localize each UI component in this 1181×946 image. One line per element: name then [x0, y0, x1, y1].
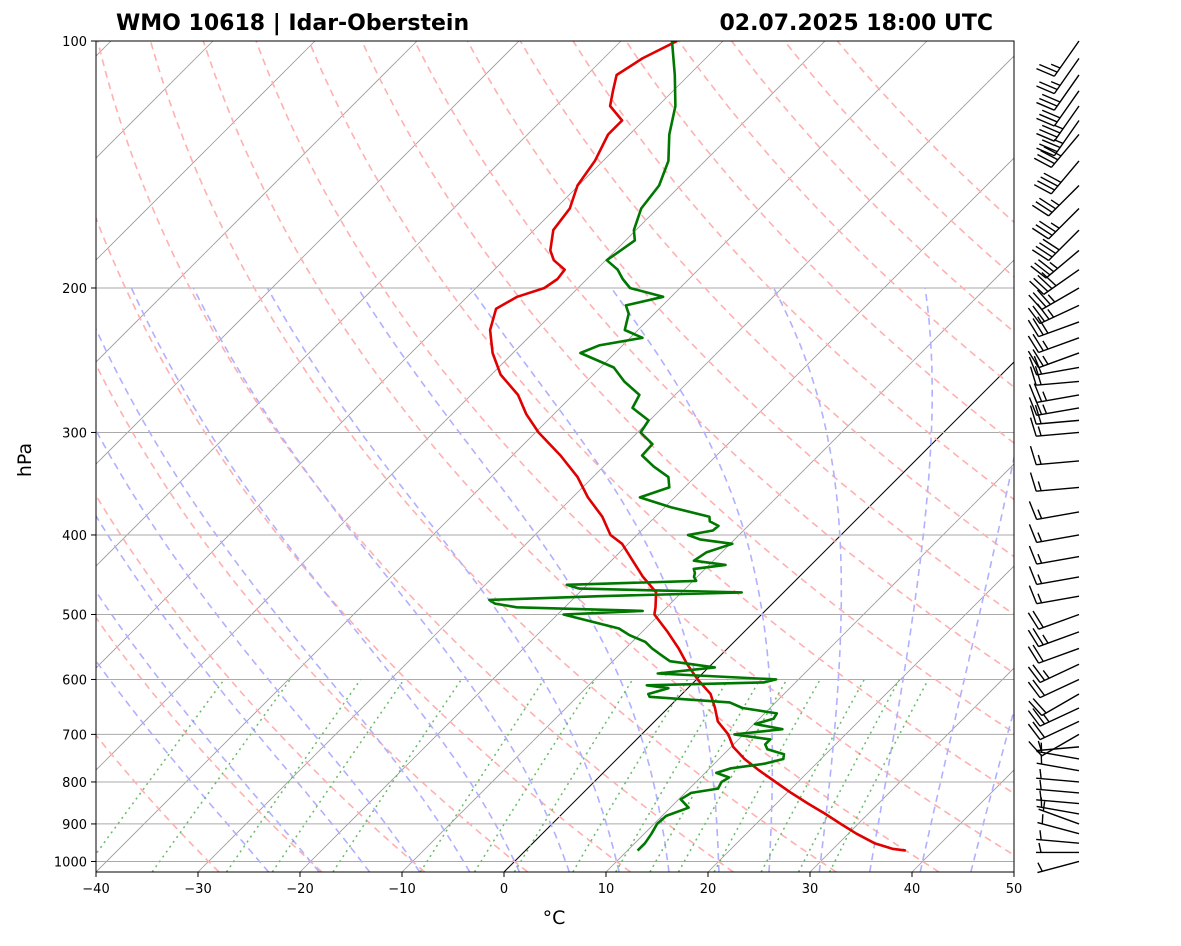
y-tick-label: 300: [62, 426, 87, 441]
x-tick-label: 40: [904, 882, 921, 897]
x-tick-label: 0: [500, 882, 508, 897]
x-tick-label: −20: [286, 882, 313, 897]
y-tick-label: 1000: [54, 855, 87, 870]
x-tick-label: −30: [184, 882, 211, 897]
x-tick-label: 50: [1006, 882, 1023, 897]
chart-title-time: 02.07.2025 18:00 UTC: [719, 11, 993, 36]
y-tick-label: 900: [62, 818, 87, 833]
y-axis-label: hPa: [14, 443, 36, 477]
y-tick-label: 400: [62, 529, 87, 544]
x-tick-label: −40: [82, 882, 109, 897]
x-tick-label: 10: [598, 882, 615, 897]
x-tick-label: 20: [700, 882, 717, 897]
y-tick-label: 100: [62, 35, 87, 50]
chart-title-station: WMO 10618 | Idar-Oberstein: [116, 11, 469, 36]
y-tick-label: 800: [62, 776, 87, 791]
y-tick-label: 600: [62, 673, 87, 688]
y-tick-label: 500: [62, 608, 87, 623]
y-tick-label: 200: [62, 282, 87, 297]
y-tick-label: 700: [62, 728, 87, 743]
x-tick-label: 30: [802, 882, 819, 897]
x-tick-label: −10: [388, 882, 415, 897]
x-axis-label: °C: [543, 907, 566, 929]
